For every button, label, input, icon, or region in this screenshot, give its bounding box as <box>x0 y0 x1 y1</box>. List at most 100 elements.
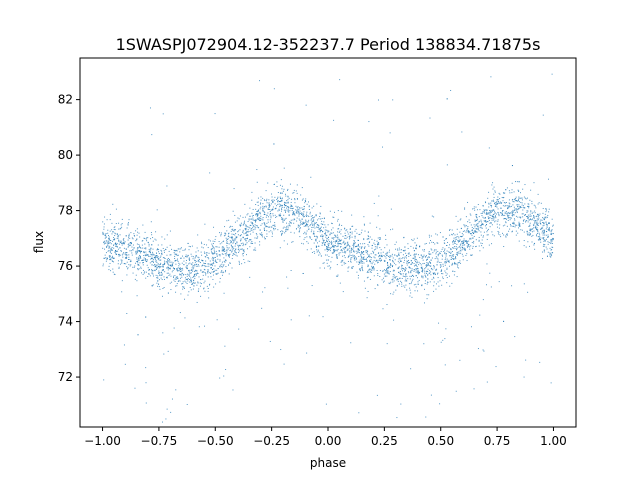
data-point <box>543 231 545 233</box>
data-point <box>482 216 484 218</box>
data-point <box>316 224 318 226</box>
data-point <box>520 192 521 194</box>
data-point <box>516 181 518 183</box>
data-point <box>353 247 355 249</box>
data-point <box>346 236 348 238</box>
data-point <box>242 255 244 257</box>
data-point <box>114 243 116 245</box>
data-point <box>273 183 275 185</box>
data-point <box>523 240 525 242</box>
data-point <box>305 233 307 235</box>
data-point <box>318 254 320 256</box>
data-point <box>145 248 147 250</box>
data-point <box>254 228 256 230</box>
data-point <box>444 252 446 254</box>
data-point <box>213 271 215 273</box>
data-point <box>122 253 124 255</box>
data-point <box>520 201 522 203</box>
data-point <box>136 248 138 250</box>
data-point <box>354 230 356 232</box>
data-point <box>306 225 308 227</box>
data-point <box>231 245 233 247</box>
data-point <box>542 237 544 239</box>
data-point <box>194 282 196 284</box>
data-point <box>214 251 216 253</box>
data-point <box>410 368 412 370</box>
data-point <box>318 228 320 230</box>
data-point <box>238 245 240 247</box>
data-point <box>280 210 282 212</box>
data-point <box>416 272 418 274</box>
data-point <box>231 233 233 235</box>
data-point <box>127 267 129 269</box>
data-point <box>211 243 213 245</box>
data-point <box>529 228 531 230</box>
data-point <box>475 239 477 241</box>
data-point <box>303 206 305 208</box>
data-point <box>298 231 300 233</box>
data-point <box>256 225 258 227</box>
data-point <box>498 227 500 229</box>
data-point <box>267 212 269 214</box>
data-point <box>473 224 475 226</box>
data-point <box>315 246 317 248</box>
data-point <box>236 220 238 222</box>
data-point <box>272 208 274 210</box>
data-point <box>196 247 198 249</box>
data-point <box>337 275 339 277</box>
data-point <box>251 199 253 201</box>
data-point <box>109 255 111 257</box>
data-point <box>401 277 403 279</box>
data-point <box>377 252 379 254</box>
data-point <box>285 210 287 212</box>
data-point <box>328 230 330 232</box>
data-point <box>430 259 432 261</box>
data-point <box>429 117 431 119</box>
data-point <box>145 402 147 404</box>
data-point <box>169 230 171 232</box>
data-point <box>208 252 210 254</box>
data-point <box>216 246 218 248</box>
data-point <box>190 272 192 274</box>
data-point <box>302 216 304 218</box>
data-point <box>198 265 200 267</box>
data-point <box>328 265 330 267</box>
data-point <box>317 249 319 251</box>
data-point <box>190 289 192 291</box>
data-point <box>296 217 298 219</box>
data-point <box>173 277 174 279</box>
data-point <box>373 202 375 204</box>
data-point <box>272 209 274 211</box>
data-point <box>438 253 440 255</box>
data-point <box>316 203 318 205</box>
data-point <box>323 218 325 220</box>
data-point <box>545 221 547 223</box>
data-point <box>252 219 254 221</box>
data-point <box>151 257 153 259</box>
data-point <box>142 224 144 226</box>
data-point <box>324 249 326 251</box>
data-point <box>244 262 246 264</box>
data-point <box>411 262 413 264</box>
data-point <box>276 216 278 218</box>
data-point <box>369 271 371 273</box>
data-point <box>269 340 271 342</box>
data-point <box>333 245 335 247</box>
data-point <box>331 237 333 239</box>
data-point <box>476 220 478 222</box>
data-point <box>161 252 163 254</box>
data-point <box>347 270 349 272</box>
data-point <box>548 211 550 213</box>
data-point <box>132 238 134 240</box>
data-point <box>460 243 462 245</box>
data-point <box>193 275 195 277</box>
data-point <box>407 243 409 245</box>
data-point <box>353 242 355 244</box>
data-point <box>306 213 308 215</box>
data-point <box>176 285 178 287</box>
data-point <box>452 241 454 243</box>
data-point <box>313 219 315 221</box>
data-point <box>185 278 187 280</box>
data-point <box>363 256 365 258</box>
data-point <box>358 263 360 265</box>
